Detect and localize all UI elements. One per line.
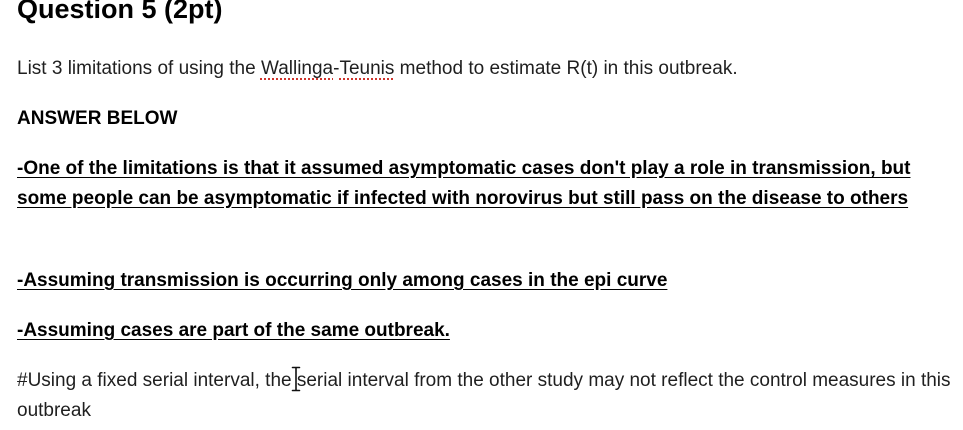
spellcheck-word-wallinga[interactable]: Wallinga <box>260 58 334 79</box>
question-prompt: List 3 limitations of using the Wallinga… <box>17 54 738 84</box>
answer-item-2[interactable]: -Assuming transmission is occurring only… <box>17 270 668 291</box>
answer-item-1[interactable]: -One of the limitations is that it assum… <box>17 158 911 209</box>
spellcheck-word-teunis[interactable]: Teunis <box>339 58 395 79</box>
question-title: Question 5 (2pt) <box>17 0 223 24</box>
serial-interval-note[interactable]: #Using a fixed serial interval, the seri… <box>17 370 951 421</box>
prompt-hyphen: - <box>333 58 340 79</box>
answer-item-3[interactable]: -Assuming cases are part of the same out… <box>17 320 450 341</box>
answer-label: ANSWER BELOW <box>17 108 178 129</box>
prompt-text-start: List 3 limitations of using the <box>17 58 261 79</box>
text-cursor-icon <box>291 366 301 392</box>
prompt-text-end: method to estimate R(t) in this outbreak… <box>394 58 738 79</box>
